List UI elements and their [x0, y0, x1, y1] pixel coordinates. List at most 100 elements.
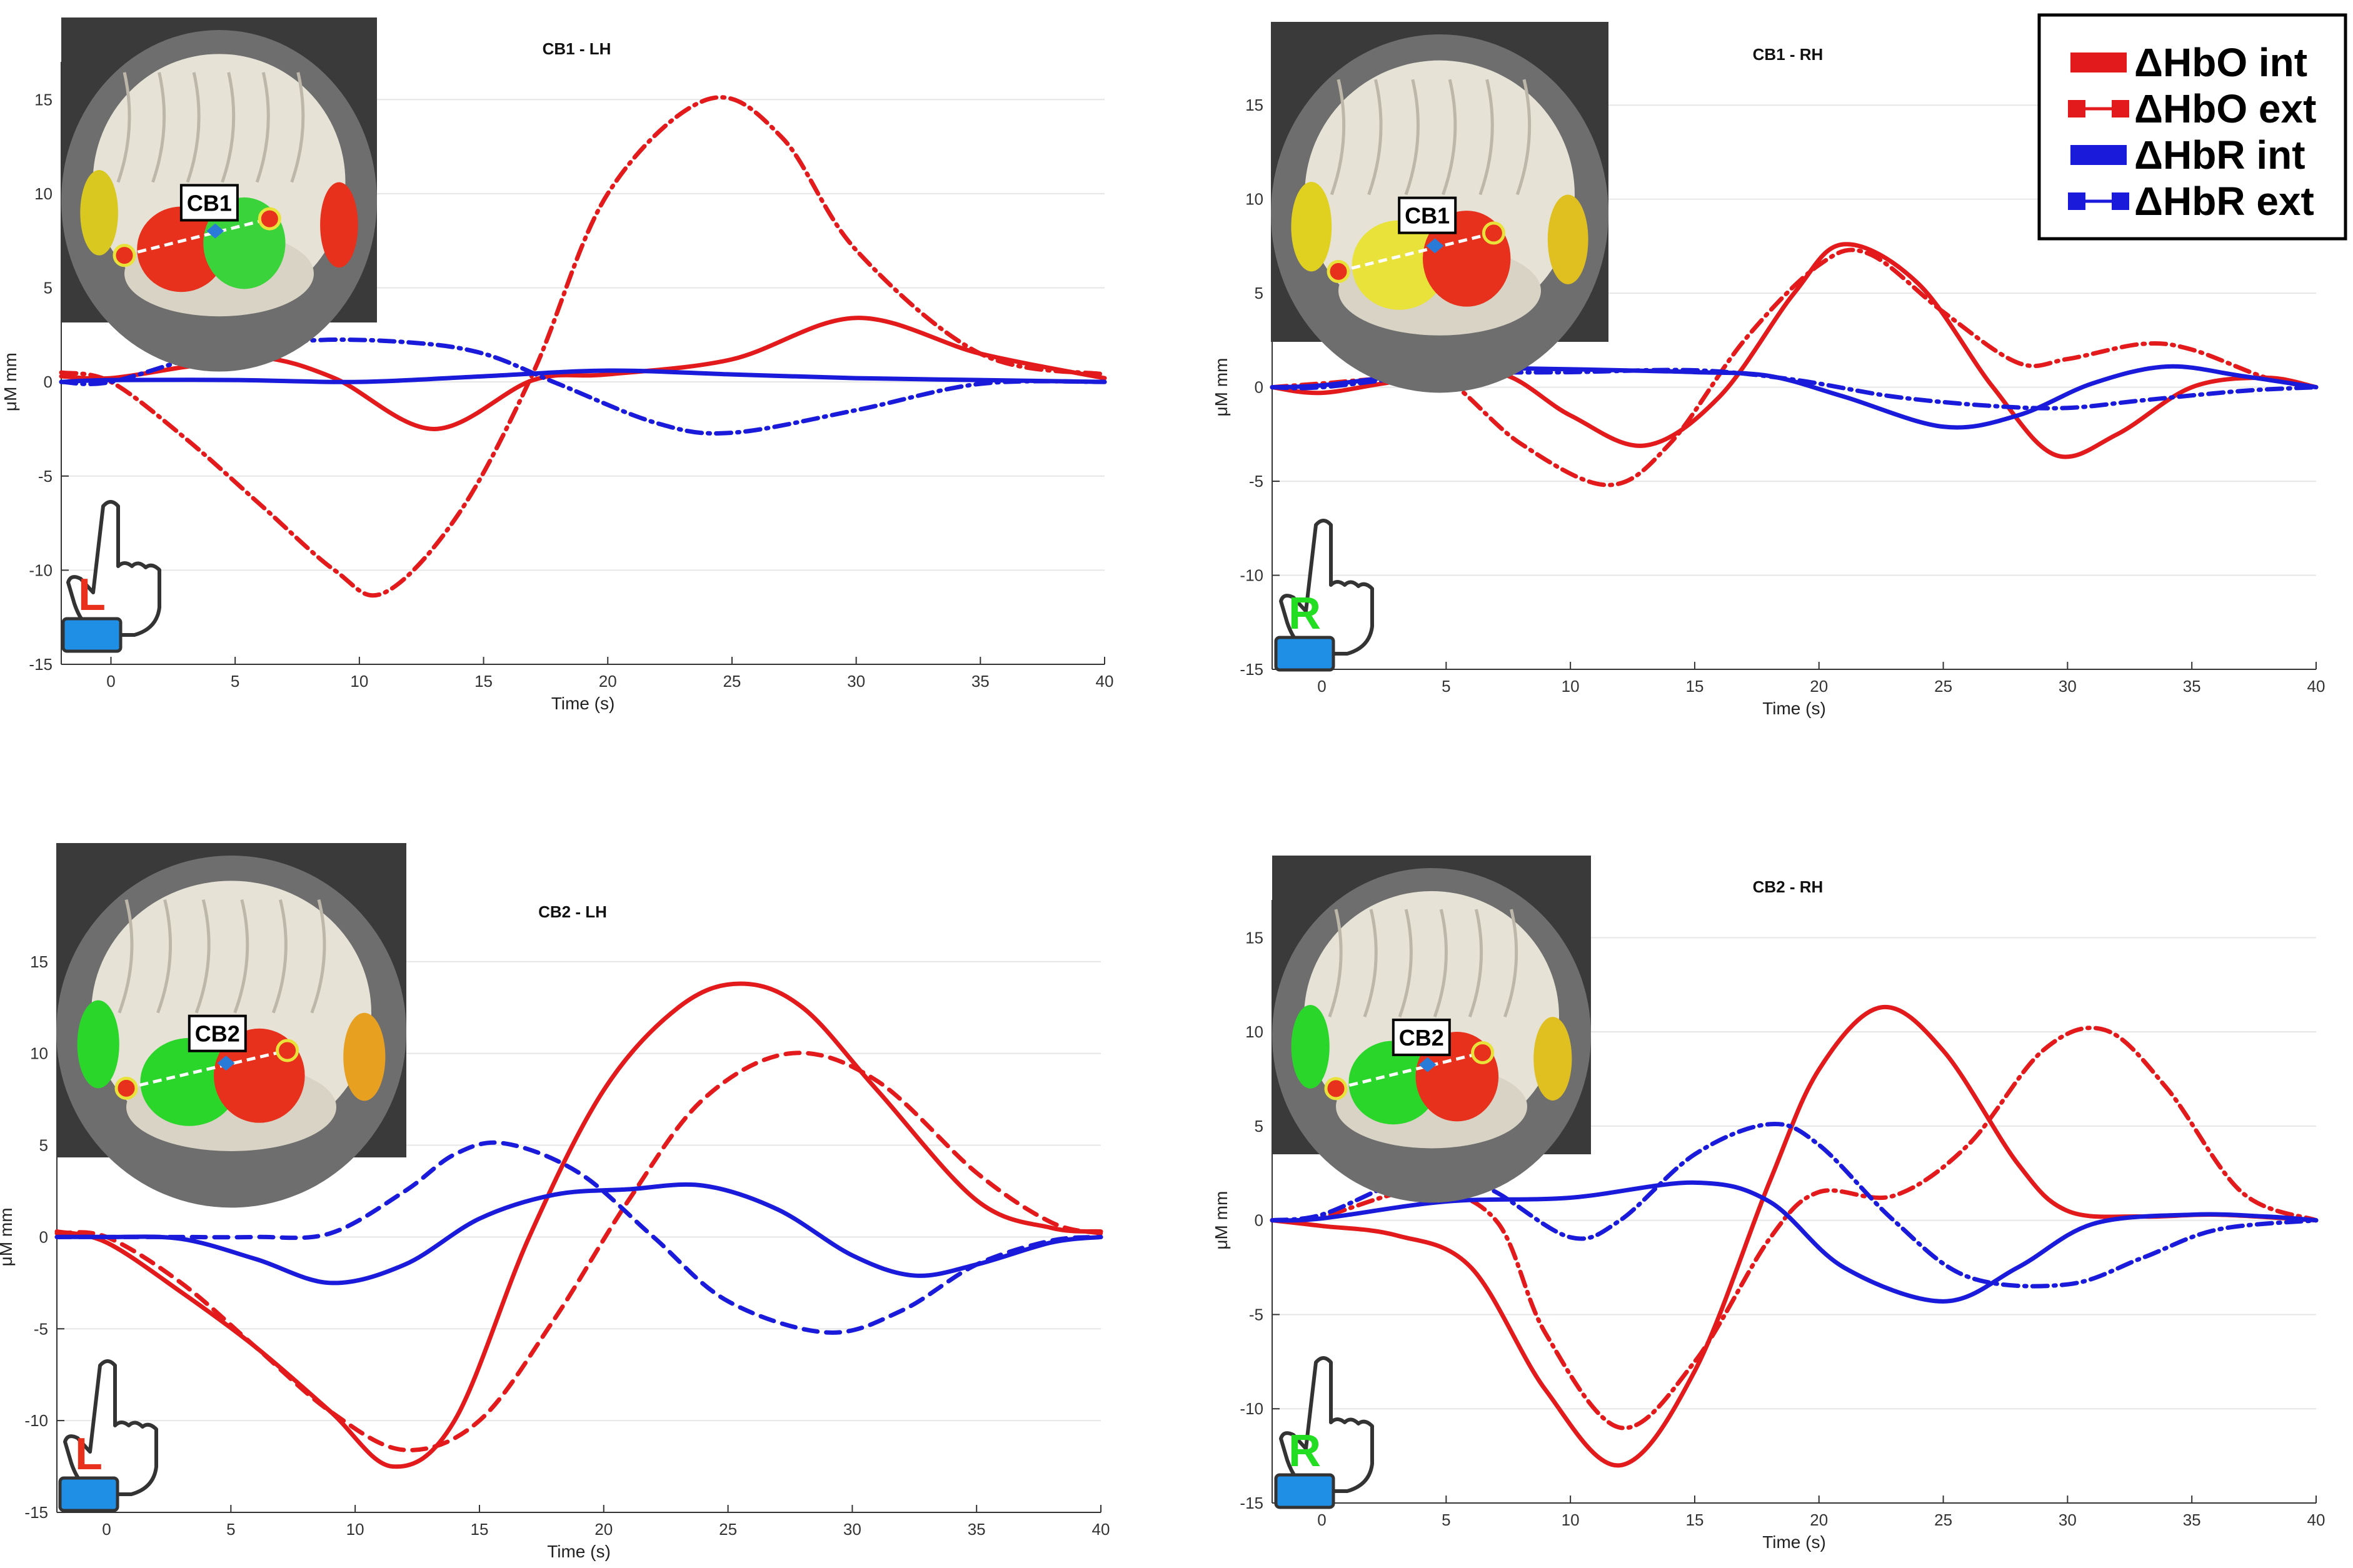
activation-region: [80, 170, 118, 256]
x-tick-label: 20: [1810, 1511, 1828, 1529]
hand-letter: L: [78, 570, 106, 620]
hand-letter: R: [1288, 1426, 1321, 1476]
legend-label: ΔHbO int: [2134, 40, 2307, 85]
activation-region: [1291, 1005, 1330, 1089]
brain-fold: [186, 72, 201, 183]
legend-label: ΔHbR ext: [2134, 179, 2314, 224]
x-tick-label: 15: [1685, 677, 1703, 696]
y-tick-label: -5: [1249, 1305, 1263, 1324]
y-tick-label: -15: [1240, 660, 1263, 679]
y-tick-label: -10: [29, 561, 53, 579]
x-tick-label: 35: [968, 1520, 986, 1539]
legend-label: ΔHbO ext: [2134, 86, 2316, 131]
activation-region: [320, 182, 358, 268]
x-tick-label: 40: [1096, 672, 1114, 691]
y-tick-label: 0: [39, 1227, 48, 1246]
x-tick-label: 40: [2307, 1511, 2325, 1529]
y-axis-label: μM mm: [1212, 1191, 1231, 1250]
activation-region: [343, 1012, 386, 1101]
brain-fold: [255, 72, 270, 183]
optode-marker: [1324, 1077, 1348, 1101]
legend-swatch: [2070, 145, 2127, 165]
y-tick-label: -5: [38, 467, 53, 486]
panel-title: CB1 - LH: [543, 39, 611, 58]
series-line-2: [54, 1051, 1103, 1452]
brain-fold: [1468, 909, 1483, 1017]
chart-panel-2: -15 -10 -5 0 5 10 15 0 5 10 15 20 25 30 35 40 Time (s) μM…: [1212, 22, 2325, 718]
y-tick-label: 10: [34, 184, 53, 203]
brain-fold: [1478, 79, 1494, 196]
x-tick-label: 25: [723, 672, 741, 691]
channel-center-marker: [1426, 238, 1444, 254]
hand-button: [58, 1476, 119, 1512]
series-line-3: [59, 368, 1107, 384]
x-axis-label: Time (s): [1762, 1532, 1826, 1552]
x-tick-label: 0: [106, 672, 115, 691]
y-tick-label: -15: [24, 1503, 48, 1522]
x-tick-label: 15: [1685, 1511, 1703, 1529]
brain-fold: [233, 899, 249, 1014]
series-line-3: [54, 1182, 1103, 1286]
x-tick-label: 10: [1562, 677, 1580, 696]
brain-inset: CB1: [1271, 22, 1608, 393]
y-axis-label: μM mm: [1, 352, 20, 411]
channel-line: [126, 1049, 288, 1090]
brain-fold: [1328, 909, 1343, 1017]
y-tick-label: 10: [30, 1044, 48, 1063]
channel-center-marker: [1418, 1057, 1437, 1072]
x-tick-label: 20: [599, 672, 617, 691]
inset-label-box: [1392, 1018, 1451, 1056]
y-tick-label: 5: [1255, 1117, 1263, 1136]
y-tick-label: 0: [44, 372, 53, 391]
brain-fold: [271, 899, 288, 1014]
series-line-4: [1270, 367, 2319, 411]
x-tick-label: 35: [2183, 1511, 2201, 1529]
series-line-2: [1270, 1026, 2319, 1431]
y-tick-label: 0: [1255, 378, 1263, 397]
chart-panel-4: -15 -10 -5 0 5 10 15 0 5 10 15 20 25 30 35 40 Time (s) μM…: [1212, 856, 2325, 1552]
legend-swatch: [2070, 52, 2127, 72]
x-tick-label: 5: [231, 672, 239, 691]
legend-label: ΔHbR int: [2134, 132, 2305, 177]
x-axis-label: Time (s): [1762, 699, 1826, 718]
brain-inset: CB2: [56, 843, 406, 1208]
channel-center-marker: [206, 223, 224, 239]
optode-marker: [1482, 221, 1505, 245]
optode-marker: [1471, 1041, 1495, 1064]
hand-button: [1274, 1473, 1335, 1509]
activation-region: [1348, 1041, 1438, 1125]
x-axis-label: Time (s): [551, 694, 615, 713]
x-tick-label: 40: [2307, 677, 2325, 696]
brain-fold: [310, 899, 326, 1014]
activation-region: [77, 1000, 119, 1089]
chart-panel-3: -15 -10 -5 0 5 10 15 0 5 10 15 20 25 30 35 40 Time (s) μM…: [0, 843, 1110, 1561]
y-tick-label: 15: [30, 952, 48, 971]
y-axis-label: μM mm: [0, 1207, 16, 1266]
activation-region: [1352, 220, 1447, 310]
x-tick-label: 5: [1442, 677, 1450, 696]
x-tick-label: 10: [1562, 1511, 1580, 1529]
inset-label: CB2: [195, 1021, 240, 1047]
x-tick-label: 30: [2059, 677, 2077, 696]
y-tick-label: 0: [1255, 1211, 1263, 1230]
series-line-4: [54, 1140, 1103, 1335]
legend-swatch-marker: [2112, 192, 2129, 210]
legend-swatch-marker: [2068, 192, 2085, 210]
y-tick-label: 5: [39, 1136, 48, 1155]
brain-fold: [1330, 79, 1346, 196]
inset-label: CB1: [1405, 203, 1450, 229]
x-tick-label: 30: [843, 1520, 861, 1539]
x-tick-label: 5: [1442, 1511, 1450, 1529]
brain-fold: [151, 72, 166, 183]
x-tick-label: 25: [1934, 677, 1952, 696]
optode-marker: [276, 1039, 299, 1062]
brain-fold: [1442, 79, 1457, 196]
y-axis-label: μM mm: [1212, 358, 1231, 417]
brain-fold: [1433, 909, 1448, 1017]
legend-swatch-marker: [2112, 100, 2129, 117]
inset-label: CB2: [1399, 1025, 1444, 1051]
x-tick-label: 0: [1317, 677, 1326, 696]
activation-region: [1533, 1017, 1572, 1101]
pointing-hand-icon: R: [1274, 519, 1374, 672]
activation-region: [137, 206, 226, 292]
